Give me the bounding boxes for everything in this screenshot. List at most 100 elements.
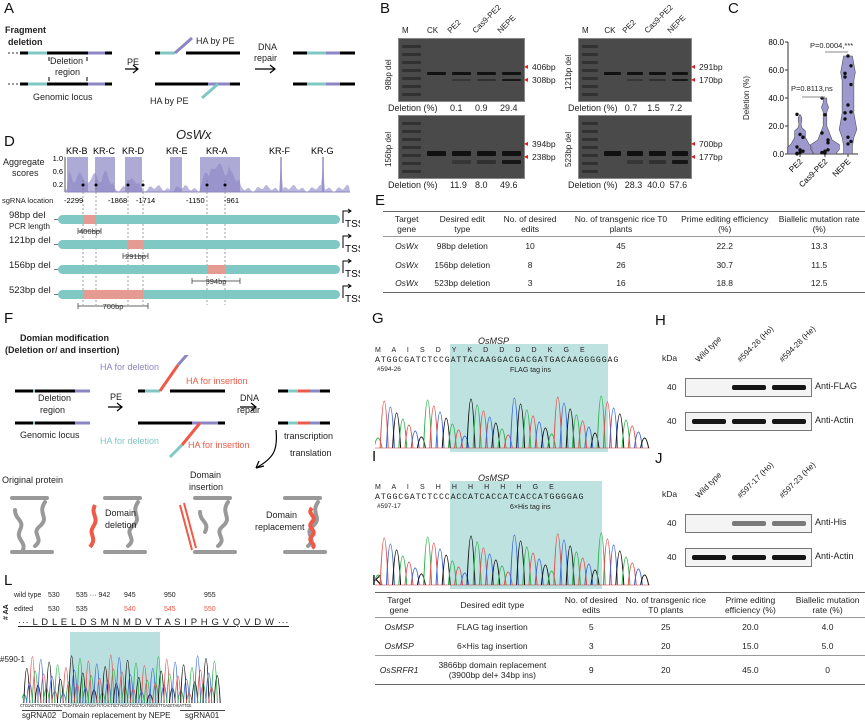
trace-peak: [87, 675, 95, 704]
trace-peak: [40, 673, 48, 704]
deletion-value: 7.2: [669, 103, 683, 113]
trace-peak: [547, 570, 557, 586]
edited-position: 540: [124, 606, 136, 613]
protein-band: [772, 521, 806, 526]
ladder-band: [402, 45, 421, 48]
f-title-2: (Deletion or/ and insertion): [5, 345, 120, 355]
table-cell: 30.7: [716, 259, 733, 270]
f-pe-label: PE: [110, 392, 123, 402]
protein-band: [692, 419, 726, 424]
table-cell: 98bp deletion: [436, 241, 488, 252]
trace-peak: [416, 573, 426, 586]
ladder-band: [402, 122, 421, 125]
ladder-band: [402, 146, 421, 149]
x-tick-label: PE2: [787, 157, 804, 174]
gel-image: [578, 38, 692, 102]
kr-region: [170, 157, 182, 192]
table-cell: 18.8: [716, 277, 733, 288]
locus-bar: [58, 265, 340, 274]
sgrna-location: -961: [224, 196, 239, 205]
sgrna-location: -1868: [108, 196, 127, 205]
lower-band: [477, 79, 496, 81]
edited-position: 530: [48, 606, 60, 613]
deletion-value: 0.1: [450, 103, 463, 113]
kr-label: KR-E: [166, 146, 188, 156]
column-header: Target gene: [383, 211, 431, 238]
c-annotation-1: P=0.8113,ns: [791, 84, 833, 93]
lane-label: CK: [427, 26, 439, 35]
sgrna-marker: [205, 183, 209, 187]
table-header-row: Target gene Desired edit type No. of desir…: [375, 592, 865, 619]
table-row: OsWx 156bp deletion 8 26 30.7 11.5: [383, 256, 865, 274]
deletion-value: 49.6: [500, 180, 518, 190]
deleted-region: [83, 290, 143, 299]
ladder-band: [582, 146, 599, 149]
data-point: [846, 54, 850, 58]
table-cell: 20: [661, 640, 671, 651]
column-header: Desired edit type: [423, 592, 562, 619]
upper-band: [671, 72, 688, 75]
band-size-upper: 394bp: [532, 139, 556, 149]
data-point: [826, 141, 830, 145]
lower-band: [502, 160, 521, 164]
band-size-lower: 308bp: [532, 75, 556, 85]
table-cell: OsWx: [395, 259, 419, 270]
aa-axis-label: # AA: [3, 604, 10, 620]
band-size-upper: 406bp: [532, 62, 556, 72]
data-point: [826, 148, 830, 152]
trace-peak: [205, 672, 213, 704]
data-point: [849, 82, 853, 87]
lower-band: [649, 79, 666, 81]
kr-label: KR-C: [93, 146, 115, 156]
edited-position: 545: [164, 606, 176, 613]
trace-peak: [37, 659, 45, 704]
protein-band: [772, 385, 806, 390]
trace-peak: [188, 667, 196, 704]
trace-peak: [96, 678, 104, 704]
aggregate-label-2: scores: [12, 168, 39, 178]
blot-lane-label: Wild type: [693, 334, 724, 364]
deletion-value: 1.5: [647, 103, 660, 113]
sgrna-location: -1150: [186, 196, 205, 205]
trace-peak: [460, 572, 470, 586]
locus-bar: [58, 240, 340, 249]
red-arrow-icon: ◂: [691, 139, 696, 148]
kr-label: KR-B: [66, 146, 88, 156]
trace-peak: [79, 672, 87, 704]
lower-band: [626, 160, 644, 164]
trace-peak: [163, 659, 171, 704]
table-cell: FLAG tag insertion: [456, 622, 528, 633]
ladder-band: [402, 85, 421, 88]
pcr-length-label: PCR length: [9, 222, 50, 231]
ha-insertion-top: HA for insertion: [186, 376, 248, 386]
kr-label: KR-A: [206, 146, 228, 156]
table-cell: 3: [527, 277, 533, 288]
lower-band: [452, 79, 471, 81]
lower-band: [671, 160, 688, 164]
upper-band: [671, 151, 688, 156]
lower-band: [649, 160, 666, 164]
blot-strip: [685, 548, 812, 567]
protein-sequence: ··· L D L E L D S M N M D V T A S I P H …: [18, 617, 290, 628]
ladder-band: [582, 61, 599, 64]
f-genomic-locus: Genomic locus: [20, 430, 80, 440]
antibody-label: Anti-Actin: [815, 415, 854, 425]
table-row: OsMSP 6×His tag insertion 3 20 15.0 5.0: [375, 637, 865, 656]
table-cell: 8: [527, 259, 533, 270]
blot-lane-label: #594-28 (He): [777, 324, 818, 364]
trace-peak: [62, 667, 70, 704]
transcription-label: transcription: [284, 431, 334, 441]
ladder-band: [582, 77, 599, 80]
data-point: [846, 103, 850, 107]
ladder-band: [582, 122, 599, 125]
molecular-weight-marker: 40: [667, 416, 677, 426]
panel-label-b: B: [380, 0, 391, 17]
tss-arrow-icon: [342, 208, 352, 223]
trace-peak: [640, 574, 650, 586]
upper-band: [626, 72, 644, 75]
data-point: [795, 151, 799, 155]
ladder-band: [402, 154, 421, 157]
trace-peak: [416, 436, 426, 449]
trace-peak: [118, 671, 126, 704]
ladder-band: [402, 130, 421, 133]
